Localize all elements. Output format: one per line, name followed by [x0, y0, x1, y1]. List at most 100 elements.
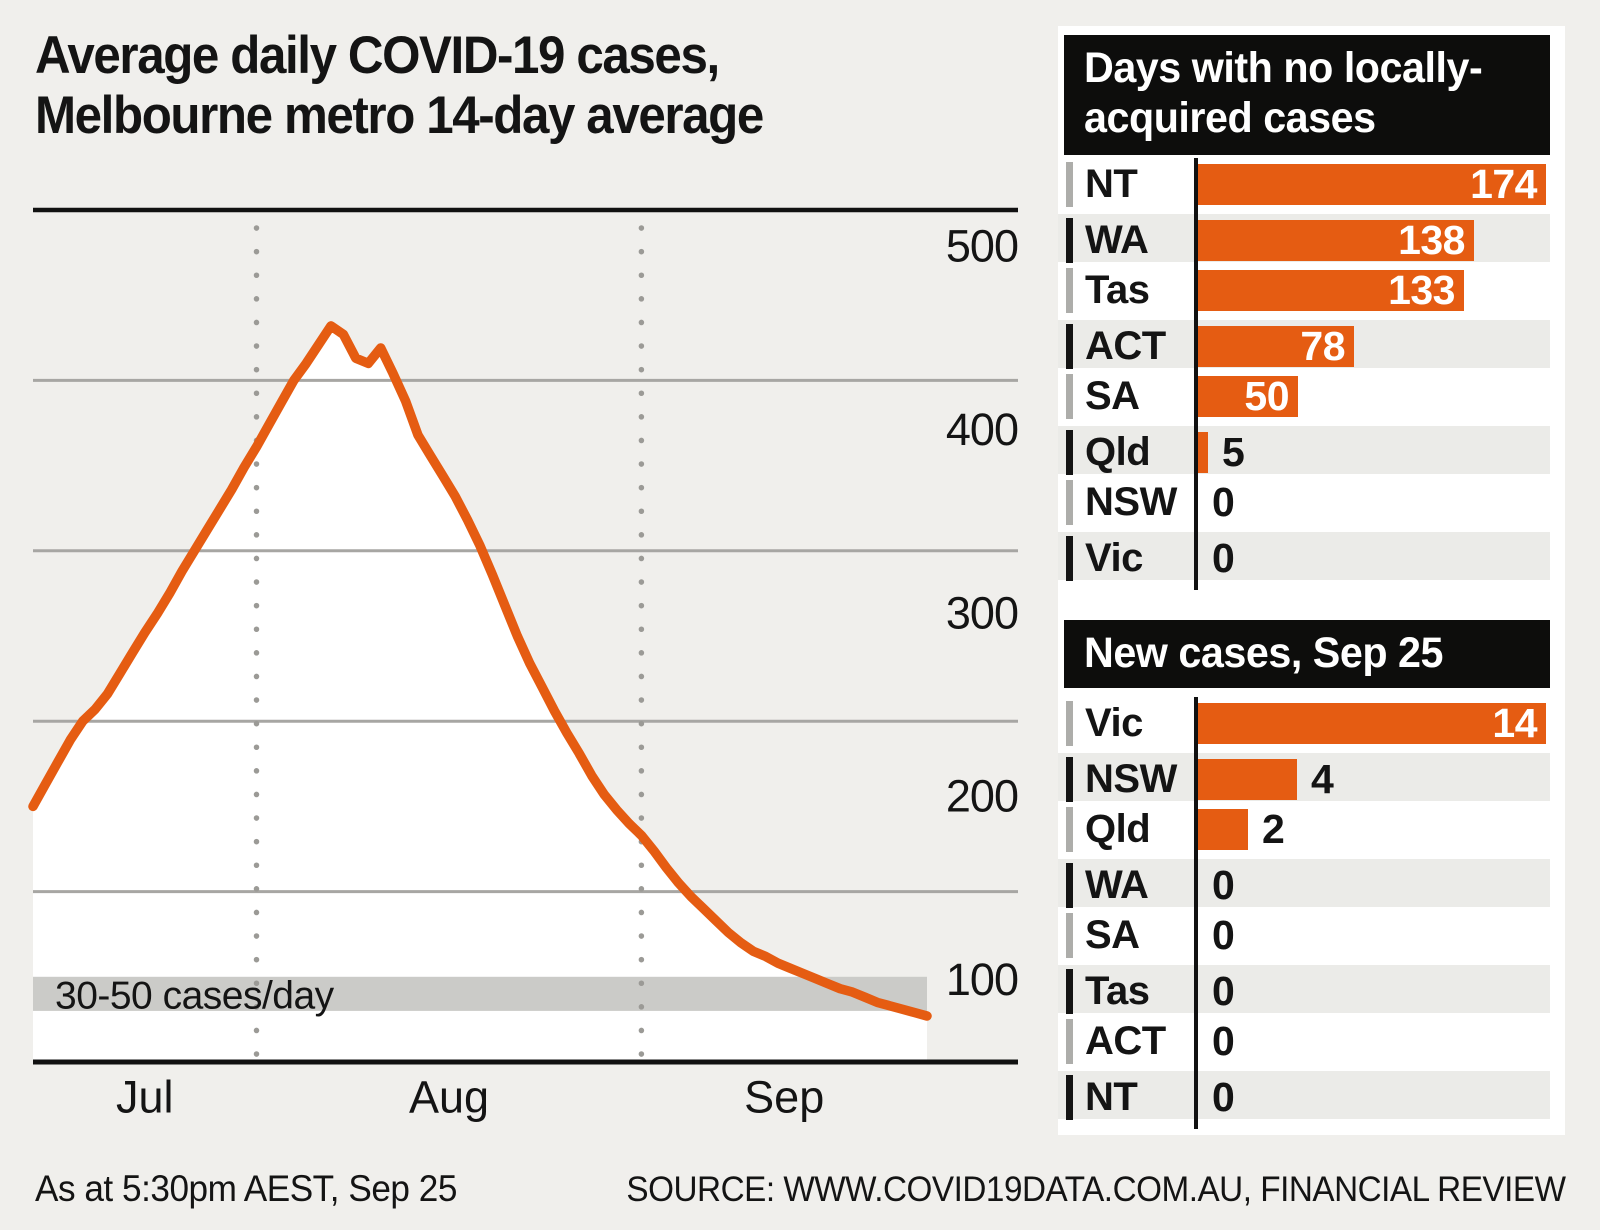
- category-tick: [1066, 324, 1073, 369]
- bar-value: 133: [1388, 267, 1455, 313]
- bar-value: 78: [1300, 323, 1345, 369]
- bar-row: Qld 5: [1058, 423, 1550, 476]
- category-tick: [1066, 374, 1073, 419]
- source-credit: SOURCE: WWW.COVID19DATA.COM.AU, FINANCIA…: [625, 1170, 1566, 1209]
- x-tick-label: Jul: [116, 1072, 174, 1123]
- category-tick: [1066, 1019, 1073, 1064]
- x-tick-label: Sep: [744, 1072, 824, 1123]
- category-tick: [1066, 268, 1073, 313]
- bar: 174: [1198, 161, 1546, 207]
- x-tick-label: Aug: [409, 1072, 489, 1123]
- band-label: 30-50 cases/day: [55, 975, 335, 1018]
- bar-value: 0: [1212, 1074, 1235, 1120]
- bar-value: 4: [1311, 756, 1334, 802]
- category-tick: [1066, 218, 1073, 263]
- bar-value: 14: [1492, 700, 1537, 746]
- bar-value: 5: [1222, 429, 1245, 475]
- bar-row: NSW 0: [1058, 476, 1550, 529]
- bar-row: NT 174: [1058, 158, 1550, 211]
- bar-value: 0: [1212, 479, 1235, 525]
- target-band: [33, 976, 927, 1011]
- panel-header-line: acquired cases: [1084, 94, 1376, 142]
- bar: 133: [1198, 267, 1464, 313]
- bar-value: 0: [1212, 912, 1235, 958]
- bar-row: NT 0: [1058, 1068, 1550, 1121]
- y-tick-label: 300: [946, 587, 1018, 638]
- bar-value: 0: [1212, 1018, 1235, 1064]
- bar-row: NSW 4: [1058, 750, 1550, 803]
- bar-row: ACT 0: [1058, 1015, 1550, 1068]
- line-chart: 500 400 300 200 100 Jul Aug Sep 30-50 cases/day: [28, 207, 1019, 1123]
- bar: 78: [1198, 323, 1354, 369]
- bar-row: SA 50: [1058, 370, 1550, 423]
- panel-header-line: Days with no locally-: [1084, 44, 1483, 92]
- bar-row-label: WA: [1085, 863, 1149, 907]
- bar-row-label: Tas: [1085, 268, 1150, 312]
- bar-row-label: NSW: [1085, 480, 1177, 524]
- category-tick: [1066, 701, 1073, 746]
- category-tick: [1066, 913, 1073, 958]
- bar-row: WA 138: [1058, 211, 1550, 264]
- category-axis-line: [1194, 697, 1198, 1129]
- category-axis-line: [1194, 158, 1198, 590]
- area-fill: [33, 325, 927, 1062]
- bar-row-label: NT: [1085, 162, 1138, 206]
- bar-row-label: ACT: [1085, 1019, 1166, 1063]
- bar: 138: [1198, 217, 1474, 263]
- bar-row: Qld 2: [1058, 803, 1550, 856]
- bar-value: 50: [1244, 373, 1289, 419]
- page-title-line1: Average daily COVID-19 cases,: [35, 26, 720, 85]
- category-tick: [1066, 1075, 1073, 1120]
- bar-row-label: WA: [1085, 218, 1149, 262]
- bar: 50: [1198, 373, 1298, 419]
- category-tick: [1066, 757, 1073, 802]
- panel-header-line: New cases, Sep 25: [1084, 629, 1444, 677]
- y-tick-label: 400: [946, 404, 1018, 455]
- bar-row: Tas 133: [1058, 264, 1550, 317]
- bar-row-label: ACT: [1085, 324, 1166, 368]
- bar-row: SA 0: [1058, 909, 1550, 962]
- bar-row-label: Tas: [1085, 969, 1150, 1013]
- bar-row-label: SA: [1085, 913, 1140, 957]
- bar-row-label: Qld: [1085, 430, 1151, 474]
- category-tick: [1066, 863, 1073, 908]
- bar-value: 0: [1212, 862, 1235, 908]
- series-line: [28, 321, 932, 1021]
- bar-row: Vic 0: [1058, 529, 1550, 582]
- page-title-line2: Melbourne metro 14-day average: [35, 86, 764, 145]
- bar-panel-days-no-cases: NT 174 WA 138 Tas 133 ACT 78 SA 50 Qld 5 NSW 0 Vic 0: [1058, 158, 1550, 590]
- panel-header-new-cases: New cases, Sep 25: [1064, 620, 1550, 688]
- bar-row: Tas 0: [1058, 962, 1550, 1015]
- side-panel-card: Days with no locally- acquired cases NT 1…: [1058, 26, 1565, 1135]
- bar-value: 174: [1470, 161, 1537, 207]
- y-tick-label: 500: [946, 221, 1018, 272]
- bar-row: WA 0: [1058, 856, 1550, 909]
- bar-value: 0: [1212, 968, 1235, 1014]
- bar-row-label: SA: [1085, 374, 1140, 418]
- bar-row: ACT 78: [1058, 317, 1550, 370]
- bar-row-label: Qld: [1085, 807, 1151, 851]
- bar-row: Vic 14: [1058, 697, 1550, 750]
- panel-header-days-no-cases: Days with no locally- acquired cases: [1064, 35, 1550, 155]
- bar-row-label: Vic: [1085, 536, 1143, 580]
- bar-value: 0: [1212, 535, 1235, 581]
- category-tick: [1066, 480, 1073, 525]
- bar-value: 138: [1398, 217, 1465, 263]
- bar-value: 2: [1262, 806, 1285, 852]
- as-at-timestamp: As at 5:30pm AEST, Sep 25: [35, 1168, 457, 1209]
- category-tick: [1066, 430, 1073, 475]
- y-tick-label: 200: [946, 771, 1018, 822]
- bar-row-label: NT: [1085, 1075, 1138, 1119]
- bar: [1198, 759, 1297, 800]
- bar-panel-new-cases: Vic 14 NSW 4 Qld 2 WA 0 SA 0 Tas 0 ACT 0 NT 0: [1058, 697, 1550, 1129]
- category-tick: [1066, 162, 1073, 207]
- category-tick: [1066, 969, 1073, 1014]
- bar: [1198, 432, 1208, 473]
- category-tick: [1066, 807, 1073, 852]
- bar-row-label: NSW: [1085, 757, 1177, 801]
- page-title: Average daily COVID-19 cases, Melbourne …: [35, 26, 764, 146]
- y-tick-label: 100: [946, 954, 1018, 1005]
- category-tick: [1066, 536, 1073, 581]
- bar: 14: [1198, 700, 1546, 746]
